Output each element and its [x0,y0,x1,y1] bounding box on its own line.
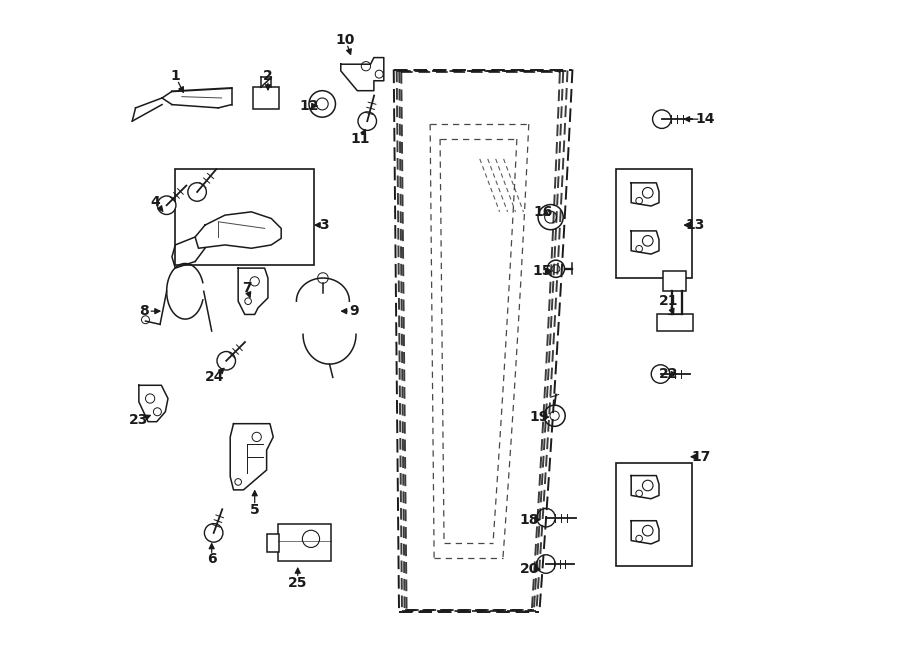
Circle shape [302,530,320,547]
Text: 25: 25 [288,575,308,590]
Circle shape [652,110,671,128]
FancyBboxPatch shape [267,534,279,552]
Circle shape [652,365,670,383]
Circle shape [635,246,643,252]
Text: 12: 12 [300,99,319,113]
Circle shape [318,273,328,283]
Circle shape [375,70,383,78]
FancyBboxPatch shape [663,271,687,291]
Circle shape [204,524,223,542]
Circle shape [158,196,176,214]
Circle shape [643,526,653,536]
Text: 11: 11 [351,132,371,146]
Circle shape [544,211,556,223]
Text: 14: 14 [695,112,715,126]
Text: 6: 6 [207,552,217,567]
Text: 15: 15 [533,264,553,279]
FancyBboxPatch shape [176,169,314,265]
FancyBboxPatch shape [656,314,693,331]
Circle shape [153,408,161,416]
Text: 7: 7 [242,281,252,295]
Circle shape [544,405,565,426]
FancyBboxPatch shape [254,87,278,109]
Text: 8: 8 [140,304,149,318]
Circle shape [547,260,564,277]
Text: 23: 23 [130,413,148,428]
Circle shape [536,508,555,527]
Circle shape [643,187,653,198]
Text: 16: 16 [533,205,553,219]
Circle shape [538,205,563,230]
Circle shape [245,298,251,305]
Text: 4: 4 [150,195,160,209]
Text: 24: 24 [205,370,225,385]
Text: 18: 18 [519,512,539,527]
Text: 2: 2 [263,69,273,83]
Text: 19: 19 [530,410,549,424]
Circle shape [217,352,236,370]
Circle shape [235,479,241,485]
FancyBboxPatch shape [616,463,691,566]
Text: 1: 1 [170,69,180,83]
Circle shape [643,480,653,491]
Text: 13: 13 [685,218,705,232]
Circle shape [635,490,643,496]
Circle shape [316,98,328,110]
Circle shape [188,183,206,201]
Circle shape [146,394,155,403]
Text: 5: 5 [250,502,259,517]
FancyBboxPatch shape [278,524,331,561]
Circle shape [309,91,336,117]
Circle shape [536,555,555,573]
Text: 22: 22 [659,367,679,381]
Circle shape [552,265,560,273]
Text: 9: 9 [349,304,359,318]
Text: 10: 10 [336,32,356,47]
Circle shape [358,112,376,130]
FancyBboxPatch shape [616,169,691,278]
Circle shape [635,197,643,204]
Circle shape [361,62,371,71]
Circle shape [643,236,653,246]
Circle shape [141,316,149,324]
Text: 20: 20 [520,562,539,577]
Circle shape [635,536,643,542]
Text: 21: 21 [659,294,679,308]
Text: 17: 17 [692,449,711,464]
Circle shape [252,432,261,442]
Circle shape [250,277,259,286]
Circle shape [550,411,559,420]
Text: 3: 3 [320,218,329,232]
